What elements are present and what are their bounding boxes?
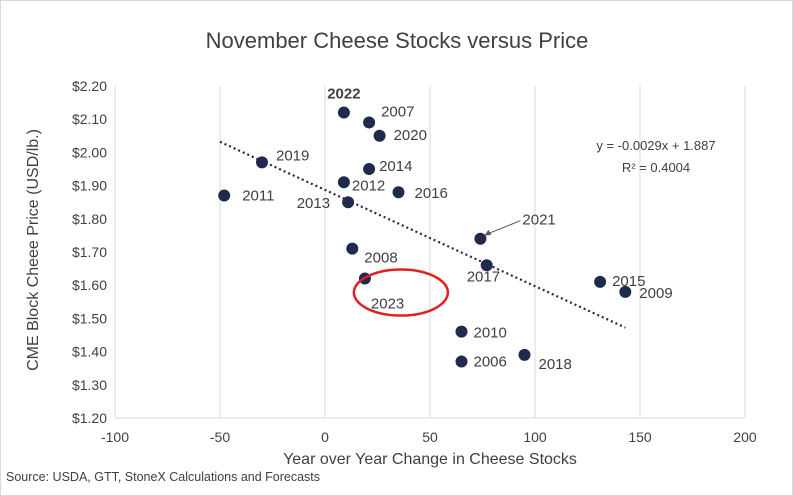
data-point xyxy=(619,285,632,298)
x-tick-label: 200 xyxy=(733,429,757,445)
x-tick-labels: -100 -50 0 50 100 150 200 xyxy=(101,429,757,445)
point-label: 2009 xyxy=(639,285,672,302)
y-tick-label: $2.00 xyxy=(72,144,107,160)
data-point xyxy=(346,242,359,255)
point-label: 2022 xyxy=(327,86,360,103)
point-label: 2015 xyxy=(612,273,645,290)
y-tick-label: $1.80 xyxy=(72,211,107,227)
point-label: 2020 xyxy=(394,127,427,144)
point-labels: 2022 2007 2020 2019 2014 2012 2011 2016 2013 2021… xyxy=(242,86,672,373)
highlight-ellipse xyxy=(352,268,450,317)
callout-line xyxy=(485,220,521,236)
r-squared: R² = 0.4004 xyxy=(622,160,690,175)
point-label: 2021 xyxy=(522,212,555,229)
data-point xyxy=(342,196,355,209)
data-point xyxy=(480,259,493,272)
y-tick-label: $2.10 xyxy=(72,111,107,127)
trendline-group xyxy=(219,140,626,329)
y-tick-label: $1.20 xyxy=(72,410,107,426)
point-label: 2023 xyxy=(371,296,404,313)
point-label: 2006 xyxy=(474,354,507,371)
y-axis-label: CME Block Cheee Price (USD/lb.) xyxy=(25,129,42,371)
source-note: Source: USDA, GTT, StoneX Calculations a… xyxy=(6,470,320,484)
callout-arrow xyxy=(484,229,492,236)
data-point xyxy=(337,106,350,119)
data-point xyxy=(518,348,531,361)
y-tick-label: $1.40 xyxy=(72,344,107,360)
data-point xyxy=(337,176,350,189)
gridlines xyxy=(114,86,746,419)
point-label: 2011 xyxy=(242,188,274,205)
y-tick-label: $1.50 xyxy=(72,310,107,326)
data-point xyxy=(363,163,376,175)
data-point xyxy=(455,325,468,338)
y-tick-label: $1.30 xyxy=(72,377,107,393)
data-point xyxy=(392,186,405,199)
point-label: 2013 xyxy=(297,195,330,212)
data-point xyxy=(455,355,468,368)
trendline xyxy=(219,140,626,329)
x-tick-label: 0 xyxy=(321,429,329,445)
data-point xyxy=(373,129,386,142)
data-point xyxy=(256,156,268,169)
y-tick-label: $1.90 xyxy=(72,178,107,194)
point-label: 2012 xyxy=(352,177,385,194)
data-point xyxy=(218,189,231,202)
y-tick-label: $1.60 xyxy=(72,277,107,293)
y-tick-label: $1.70 xyxy=(72,244,107,260)
point-label: 2019 xyxy=(276,147,309,164)
x-tick-label: 50 xyxy=(422,429,438,445)
x-axis-label: Year over Year Change in Cheese Stocks xyxy=(283,451,577,468)
data-point xyxy=(594,275,607,288)
x-tick-label: 150 xyxy=(628,429,652,445)
y-tick-label: $2.20 xyxy=(72,78,107,94)
x-tick-label: -100 xyxy=(101,429,129,445)
trendline-equation: y = -0.0029x + 1.887 xyxy=(596,138,715,153)
point-label: 2017 xyxy=(467,268,500,285)
data-points xyxy=(218,106,632,368)
point-label: 2016 xyxy=(415,185,448,202)
point-label: 2008 xyxy=(364,250,397,267)
point-label: 2010 xyxy=(474,325,507,342)
chart-title: November Cheese Stocks versus Price xyxy=(206,28,589,53)
point-label: 2018 xyxy=(539,356,572,373)
x-tick-label: 100 xyxy=(523,429,547,445)
data-point xyxy=(474,232,487,245)
y-tick-labels: $1.20 $1.30 $1.40 $1.50 $1.60 $1.70 $1.80 $1.90… xyxy=(72,78,107,426)
point-label: 2014 xyxy=(379,158,412,175)
x-tick-label: -50 xyxy=(210,429,230,445)
data-point xyxy=(363,116,376,129)
point-label: 2007 xyxy=(381,104,414,121)
